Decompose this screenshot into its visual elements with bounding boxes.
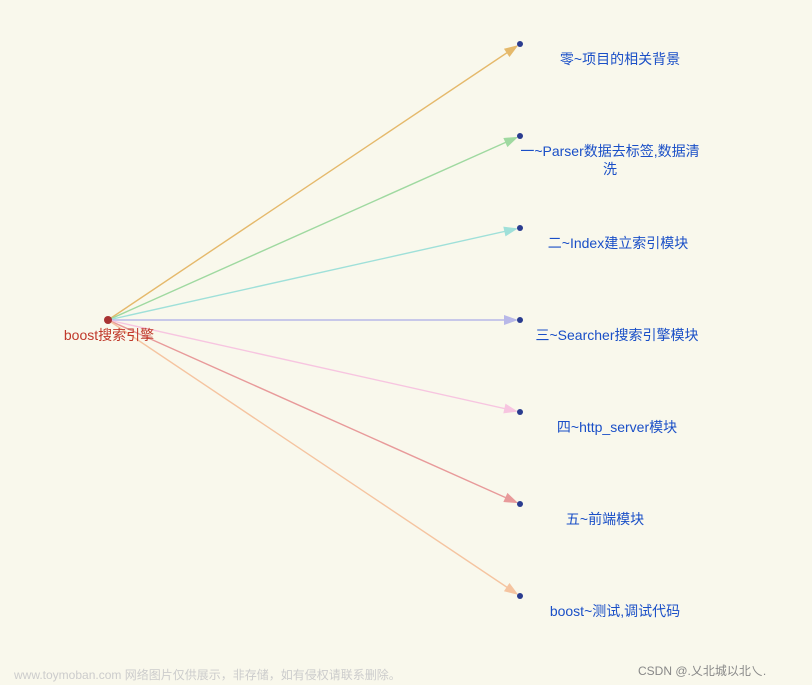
arrowhead-n4 bbox=[503, 404, 518, 414]
edge-n2 bbox=[108, 230, 512, 320]
watermark-right: CSDN @.乂北城以北乀. bbox=[638, 662, 766, 679]
child-node-dot-3[interactable] bbox=[517, 317, 523, 323]
arrowhead-n2 bbox=[503, 227, 518, 237]
child-node-label-3[interactable]: 三~Searcher搜索引擎模块 bbox=[507, 326, 727, 344]
arrowhead-n5 bbox=[503, 493, 518, 503]
arrowhead-n6 bbox=[504, 583, 518, 595]
root-node-label[interactable]: boost搜索引擎 bbox=[54, 326, 164, 344]
edge-n1 bbox=[108, 139, 512, 320]
edge-n5 bbox=[108, 320, 512, 501]
child-node-dot-2[interactable] bbox=[517, 225, 523, 231]
arrowhead-n0 bbox=[504, 45, 518, 57]
child-node-label-2[interactable]: 二~Index建立索引模块 bbox=[518, 234, 718, 252]
child-node-label-5[interactable]: 五~前端模块 bbox=[535, 510, 675, 528]
child-node-label-1[interactable]: 一~Parser数据去标签,数据清 洗 bbox=[495, 142, 725, 178]
child-node-label-6[interactable]: boost~测试,调试代码 bbox=[520, 602, 710, 620]
diagram-canvas: boost搜索引擎 零~项目的相关背景一~Parser数据去标签,数据清 洗二~I… bbox=[0, 0, 812, 685]
edge-n0 bbox=[108, 49, 513, 320]
child-node-label-4[interactable]: 四~http_server模块 bbox=[522, 418, 712, 436]
arrowhead-n3 bbox=[504, 315, 518, 325]
edge-n4 bbox=[108, 320, 512, 410]
edge-n6 bbox=[108, 320, 513, 591]
child-node-dot-0[interactable] bbox=[517, 41, 523, 47]
root-node-dot[interactable] bbox=[104, 316, 112, 324]
child-node-dot-6[interactable] bbox=[517, 593, 523, 599]
child-node-label-0[interactable]: 零~项目的相关背景 bbox=[530, 50, 710, 68]
child-node-dot-4[interactable] bbox=[517, 409, 523, 415]
child-node-dot-1[interactable] bbox=[517, 133, 523, 139]
child-node-dot-5[interactable] bbox=[517, 501, 523, 507]
watermark-left: www.toymoban.com 网络图片仅供展示，非存储，如有侵权请联系删除。 bbox=[14, 666, 401, 683]
